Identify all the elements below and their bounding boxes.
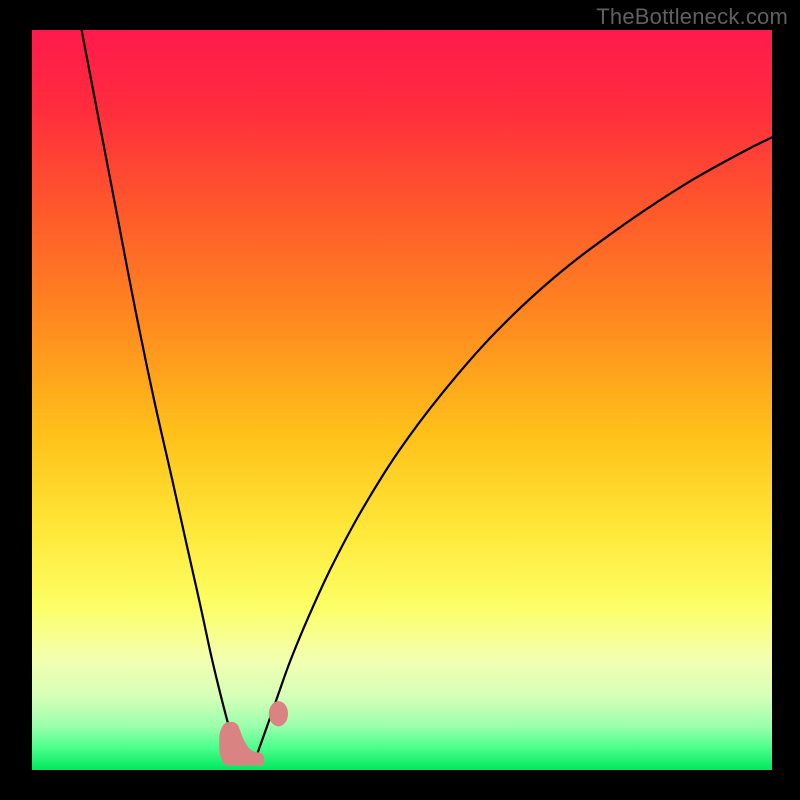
bottleneck-curve-right	[255, 137, 772, 759]
curve-layer	[32, 30, 772, 770]
bottleneck-curve-left	[82, 30, 240, 759]
plot-area	[32, 30, 772, 770]
marker-small-dot	[269, 701, 288, 726]
marker-main-blob	[219, 722, 264, 766]
watermark-text: TheBottleneck.com	[596, 4, 788, 30]
chart-frame: TheBottleneck.com	[0, 0, 800, 800]
